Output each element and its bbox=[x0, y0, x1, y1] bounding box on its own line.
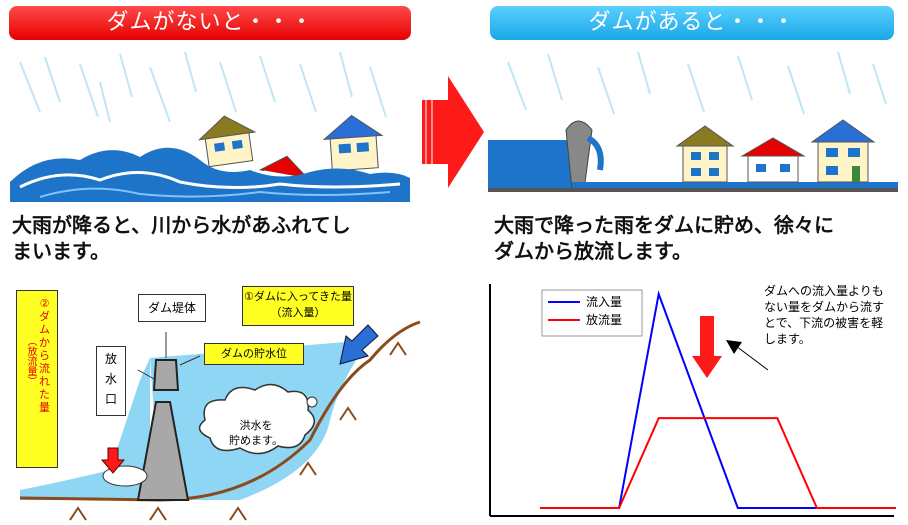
with-dam-caption: 大雨で降った雨をダムに貯め、徐々に ダムから放流します。 bbox=[494, 212, 834, 264]
outflow-char-6: 流 bbox=[39, 362, 50, 375]
outflow-char-4: か bbox=[39, 336, 50, 349]
legend-label-inflow: 流入量 bbox=[586, 295, 622, 309]
house-1 bbox=[675, 125, 735, 183]
dam-top bbox=[152, 359, 180, 391]
storage-cloud-label: 洪水を 貯めます。 bbox=[218, 418, 294, 448]
storage-cloud-label-line1: 洪水を bbox=[239, 419, 273, 432]
inflow-label-line1: ①ダムに入ってきた量 bbox=[244, 290, 352, 303]
tilted-house-right bbox=[322, 114, 384, 172]
storage-cloud bbox=[198, 383, 315, 455]
house-3 bbox=[810, 119, 876, 183]
water-level-label: ダムの貯水位 bbox=[204, 343, 304, 365]
tilted-house-left bbox=[197, 115, 257, 168]
outlet-label: 放 水 口 bbox=[96, 346, 126, 416]
reservoir-water bbox=[488, 140, 572, 190]
outflow-char-9: 量 bbox=[39, 401, 50, 414]
peak-reduction-arrow bbox=[692, 316, 722, 378]
no-dam-caption-line2: まいます。 bbox=[12, 239, 110, 263]
outlet-label-char-1: 放 bbox=[104, 352, 117, 366]
inflow-label: ①ダムに入ってきた量 （流入量） bbox=[242, 286, 354, 326]
outflow-char-8: た bbox=[39, 388, 50, 401]
outflow-char-3: ム bbox=[39, 323, 50, 336]
chart-annotation: ダムへの流入量よりも ない量をダムから流す とで、下流の被害を軽 します。 bbox=[764, 283, 908, 347]
outflow-char-2: ダ bbox=[39, 310, 50, 323]
chart-annotation-line4: します。 bbox=[764, 332, 811, 346]
chart-legend bbox=[541, 289, 643, 337]
ground-hatch bbox=[69, 341, 407, 521]
with-dam-caption-line1: 大雨で降った雨をダムに貯め、徐々に bbox=[494, 213, 834, 237]
dam-illustration bbox=[488, 51, 898, 192]
with-dam-title-banner: ダムがあると・・・ bbox=[490, 6, 894, 40]
outflow-char-5: ら bbox=[39, 349, 50, 362]
no-dam-title-banner: ダムがないと・・・ bbox=[9, 6, 411, 40]
chart-annotation-line3: とで、下流の被害を軽 bbox=[764, 316, 884, 330]
dam-body bbox=[136, 401, 190, 501]
dam-body-label: ダム堤体 bbox=[138, 294, 206, 322]
outlet-label-char-2: 水 bbox=[104, 372, 117, 386]
ground-slope bbox=[19, 320, 421, 502]
legend-label-outflow: 放流量 bbox=[586, 312, 622, 327]
outflow-char-7: れ bbox=[39, 375, 50, 388]
inflow-label-line2: （流入量） bbox=[270, 306, 326, 319]
outflow-char-1: ② bbox=[39, 297, 50, 310]
no-dam-caption: 大雨が降ると、川から水があふれてし まいます。 bbox=[12, 212, 351, 264]
outlet-label-char-3: 口 bbox=[104, 392, 117, 406]
house-2 bbox=[740, 137, 806, 183]
dam-wall bbox=[565, 120, 593, 191]
dam-cross-section bbox=[19, 320, 421, 521]
transition-arrow bbox=[422, 76, 484, 188]
rain-lines-right bbox=[507, 51, 887, 115]
outflow-paren-label: （放流量） bbox=[25, 335, 36, 386]
rain-lines bbox=[19, 51, 387, 123]
annotation-leader bbox=[735, 345, 769, 371]
no-dam-caption-line1: 大雨が降ると、川から水があふれてし bbox=[12, 213, 351, 237]
with-dam-caption-line2: ダムから放流します。 bbox=[494, 239, 692, 263]
chart-annotation-line2: ない量をダムから流す bbox=[764, 300, 885, 314]
flood-illustration bbox=[10, 51, 410, 202]
hydrograph-chart: 流入量 放流量 bbox=[489, 284, 896, 517]
outflow-line bbox=[540, 417, 896, 509]
outflow-arrow bbox=[100, 447, 126, 474]
chart-annotation-line1: ダムへの流入量よりも bbox=[764, 284, 884, 298]
inflow-arrow bbox=[339, 324, 379, 365]
storage-cloud-label-line2: 貯めます。 bbox=[229, 434, 283, 447]
outflow-label: ② ダ ム か ら 流 れ た 量 （放流量） bbox=[16, 290, 58, 468]
